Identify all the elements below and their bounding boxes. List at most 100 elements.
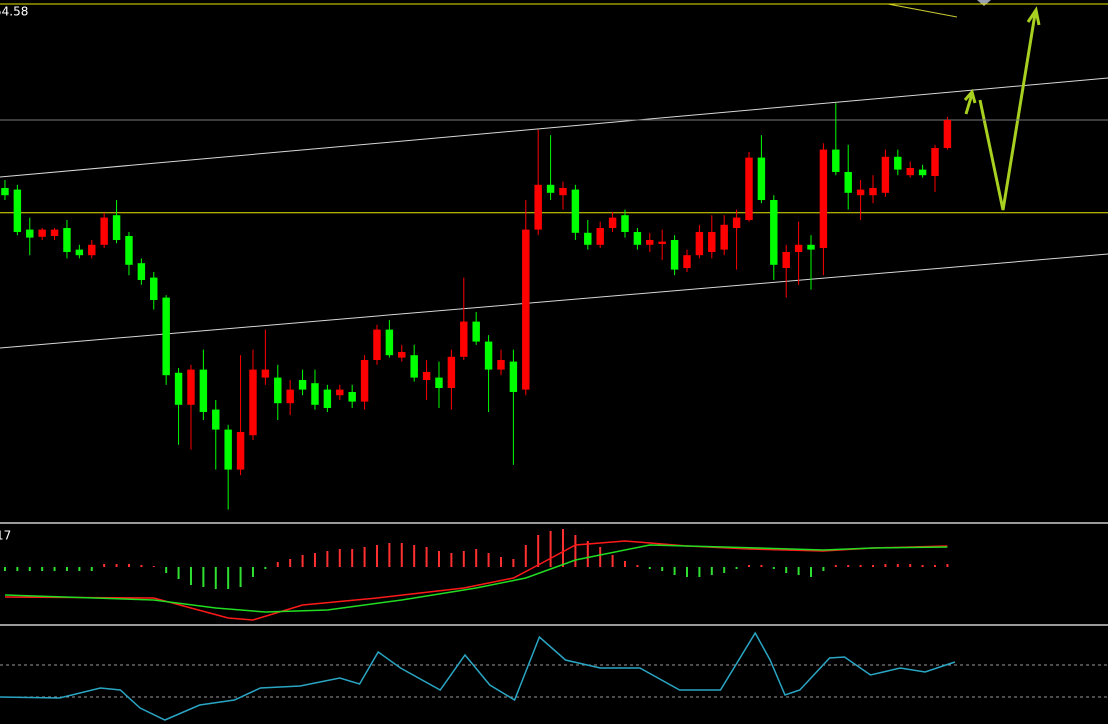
candle-body xyxy=(385,329,394,356)
candle-body xyxy=(249,369,257,436)
histogram-bar xyxy=(127,564,130,567)
histogram-bar xyxy=(264,567,267,569)
histogram-bar xyxy=(946,564,949,567)
candle-body xyxy=(869,188,877,196)
candle-body xyxy=(683,255,691,268)
candle-body xyxy=(460,321,468,357)
histogram-bar xyxy=(313,553,316,567)
histogram-bar xyxy=(177,567,180,579)
histogram-bar xyxy=(772,567,775,569)
histogram-bar xyxy=(165,567,168,573)
histogram-bar xyxy=(611,555,614,567)
candle-body xyxy=(435,377,443,388)
candle-body xyxy=(906,168,914,176)
candle-body xyxy=(150,277,158,300)
candle-body xyxy=(422,372,431,380)
candle-body xyxy=(509,361,518,392)
histogram-bar xyxy=(239,567,242,587)
candle-body xyxy=(398,352,406,358)
candle-body xyxy=(534,184,542,230)
candle-body xyxy=(38,229,46,237)
forecast-arrow xyxy=(963,6,1041,211)
histogram-bar xyxy=(53,567,56,571)
histogram-bar xyxy=(710,567,713,575)
indicator-line xyxy=(4,544,948,613)
indicator-line xyxy=(0,631,956,721)
candle-body xyxy=(745,157,753,220)
candle-body xyxy=(286,389,294,404)
candle-body xyxy=(75,249,84,256)
histogram-bar xyxy=(202,567,205,587)
histogram-bar xyxy=(65,567,68,571)
candle-body xyxy=(670,240,679,270)
candle-body xyxy=(162,297,170,376)
candle-body xyxy=(559,188,567,196)
histogram-bar xyxy=(859,565,862,567)
histogram-bar xyxy=(909,564,912,567)
histogram-bar xyxy=(475,549,478,567)
trend-line xyxy=(887,3,958,18)
histogram-bar xyxy=(189,567,192,585)
candle-body xyxy=(732,217,741,228)
histogram-bar xyxy=(3,567,6,571)
histogram-bar xyxy=(326,551,329,567)
histogram-bar xyxy=(227,567,230,589)
histogram-bar xyxy=(748,565,751,567)
histogram-bar xyxy=(499,557,502,567)
histogram-bar xyxy=(822,567,825,571)
histogram-bar xyxy=(28,567,31,571)
candle-body xyxy=(224,429,232,470)
histogram-bar xyxy=(623,561,626,567)
candle-body xyxy=(584,232,592,245)
histogram-bar xyxy=(797,567,800,575)
histogram-bar xyxy=(561,529,564,567)
histogram-bar xyxy=(289,559,292,567)
candle-body xyxy=(621,215,629,232)
candle-body xyxy=(856,189,865,196)
candle-body xyxy=(187,369,195,405)
candle-body xyxy=(174,372,183,405)
histogram-bar xyxy=(140,565,143,567)
histogram-bar xyxy=(103,564,106,567)
histogram-bar xyxy=(78,567,81,571)
candle-body xyxy=(311,383,319,405)
candle-body xyxy=(100,217,108,245)
histogram-bar xyxy=(574,535,577,567)
histogram-bar xyxy=(450,553,453,567)
candle-body xyxy=(522,229,530,390)
candle-body xyxy=(323,389,332,408)
histogram-bar xyxy=(301,555,304,567)
candle-body xyxy=(125,236,133,265)
candle-body xyxy=(472,321,480,342)
candle-body xyxy=(26,229,34,238)
level-label: 54.58 xyxy=(0,5,28,19)
candle-body xyxy=(373,329,381,360)
histogram-bar xyxy=(847,565,850,567)
channel-line xyxy=(0,77,1108,178)
histogram-bar xyxy=(487,553,490,567)
histogram-bar xyxy=(152,566,155,567)
histogram-bar xyxy=(884,564,887,567)
histogram-bar xyxy=(673,567,676,575)
candle-body xyxy=(360,360,369,402)
histogram-bar xyxy=(276,562,279,567)
histogram-bar xyxy=(810,567,813,577)
candle-body xyxy=(63,228,71,252)
candle-body xyxy=(88,244,96,256)
candle-body xyxy=(782,252,790,268)
indicator-line xyxy=(4,540,948,621)
histogram-bar xyxy=(363,547,366,567)
histogram-bar xyxy=(896,564,899,567)
histogram-bar xyxy=(872,565,875,567)
histogram-bar xyxy=(723,567,726,573)
histogram-bar xyxy=(400,543,403,567)
candle-body xyxy=(807,244,815,250)
histogram-bar xyxy=(760,565,763,567)
histogram-bar xyxy=(599,547,602,567)
candle-body xyxy=(497,360,505,370)
candle-body xyxy=(708,232,716,252)
histogram-bar xyxy=(586,541,589,567)
candle-body xyxy=(212,409,220,430)
histogram-bar xyxy=(834,565,837,567)
histogram-bar xyxy=(735,567,738,569)
